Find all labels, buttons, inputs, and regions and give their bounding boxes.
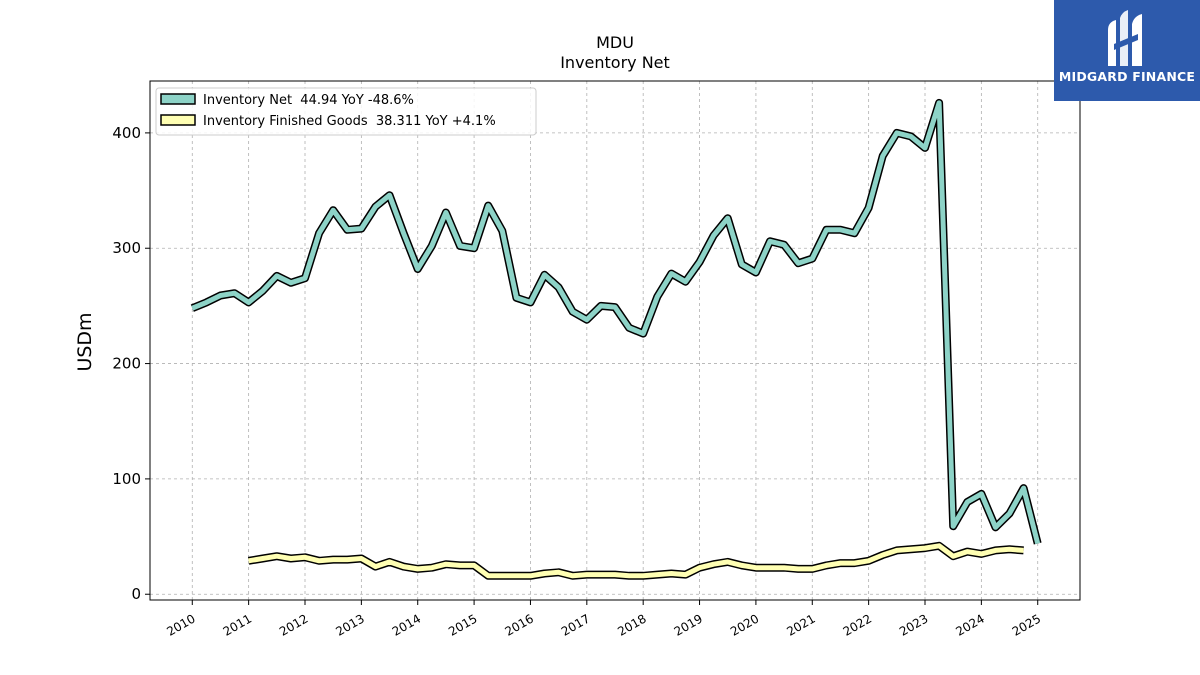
chart-subtitle: Inventory Net	[560, 53, 670, 72]
midgard-logo-icon	[1108, 10, 1142, 66]
plot-frame	[149, 80, 1081, 601]
series-line-inventory-finished-goods	[248, 543, 1024, 579]
series-layer	[190, 98, 1042, 580]
x-tick-label: 2015	[446, 611, 479, 638]
series-line-inventory-net	[191, 100, 1041, 545]
series-outline-inventory-net	[190, 98, 1042, 545]
y-tick-label: 300	[112, 239, 141, 257]
grid	[150, 81, 1080, 600]
legend-swatch-finished-goods	[160, 114, 196, 126]
x-tick-label: 2011	[221, 611, 254, 638]
legend-swatch-inventory-net	[160, 93, 196, 105]
legend-label-finished-goods: Inventory Finished Goods 38.311 YoY +4.1…	[203, 114, 496, 129]
x-tick-label: 2014	[390, 611, 423, 638]
x-tick-label: 2020	[728, 611, 761, 638]
y-axis-label: USDm	[74, 312, 96, 371]
y-tick-label: 0	[131, 585, 141, 603]
legend-label-inventory-net: Inventory Net 44.94 YoY -48.6%	[203, 93, 414, 108]
x-tick-label: 2013	[333, 611, 366, 638]
x-tick-label: 2022	[841, 611, 874, 638]
x-tick-label: 2019	[672, 611, 705, 638]
x-tick-label: 2023	[897, 611, 930, 638]
chart-title: MDU	[596, 33, 634, 52]
x-tick-label: 2024	[953, 611, 986, 638]
x-tick-label: 2021	[784, 611, 817, 638]
legend-box	[155, 87, 537, 136]
x-tick-label: 2012	[277, 611, 310, 638]
brand-logo: MIDGARD FINANCE	[1054, 0, 1200, 101]
x-tick-label: 2016	[503, 611, 536, 638]
y-tick-label: 100	[112, 470, 141, 488]
x-tick-label: 2025	[1010, 611, 1043, 638]
brand-name: MIDGARD FINANCE	[1058, 69, 1196, 84]
y-tick-label: 400	[112, 124, 141, 142]
x-tick-label: 2010	[164, 611, 197, 638]
y-tick-label: 200	[112, 355, 141, 373]
legend: Inventory Net 44.94 YoY -48.6% Inventory…	[155, 87, 537, 136]
x-tick-label: 2017	[559, 611, 592, 638]
x-tick-label: 2018	[615, 611, 648, 638]
